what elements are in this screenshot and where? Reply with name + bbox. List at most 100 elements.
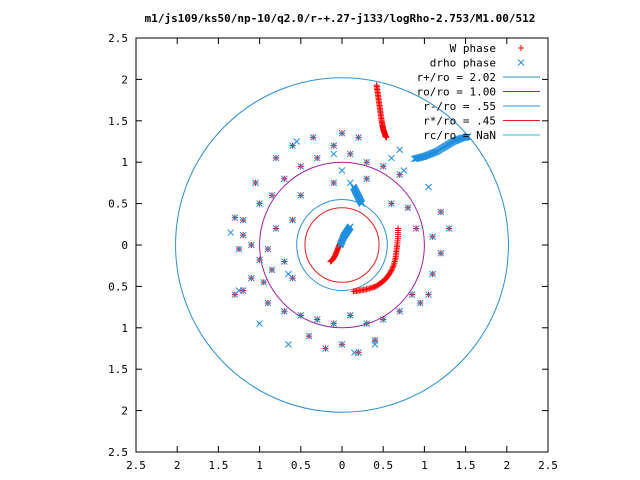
- data-point: [346, 179, 354, 187]
- data-point: [235, 245, 243, 253]
- data-point: [388, 200, 395, 207]
- data-point: [330, 179, 338, 187]
- data-point: [297, 191, 305, 199]
- data-point: [309, 134, 317, 141]
- data-point: [289, 274, 296, 282]
- data-point: [330, 142, 338, 149]
- y-tick-label: 0.5: [108, 198, 128, 211]
- x-tick-label: 2: [503, 459, 510, 472]
- data-point: [264, 245, 272, 253]
- y-tick-label: 2.5: [108, 32, 128, 45]
- axis-ticks: 2.5 2 1.5 1 0.5 0 0.5 1 1.5 2 2.52.521.510.500.511…: [108, 32, 558, 472]
- data-point: [416, 299, 424, 307]
- x-tick-label: 2.5: [538, 459, 558, 472]
- x-tick-label: 0.5: [291, 459, 311, 472]
- x-tick-label: 1.5: [208, 459, 228, 472]
- data-point: [408, 291, 416, 299]
- data-point: [346, 150, 354, 158]
- data-point: [389, 266, 396, 273]
- data-point: [338, 167, 346, 174]
- data-point: [248, 241, 255, 249]
- y-tick-label: 1: [121, 322, 128, 335]
- data-point: [379, 162, 387, 170]
- data-point: [358, 200, 366, 207]
- y-tick-label: 2.5: [108, 446, 128, 459]
- data-point: [383, 134, 390, 141]
- data-point: [268, 191, 276, 199]
- legend-label: W phase: [450, 42, 496, 55]
- data-point: [517, 59, 525, 66]
- x-tick-label: 0.5: [373, 459, 393, 472]
- data-point: [313, 154, 321, 162]
- data-point: [260, 278, 268, 286]
- data-point: [390, 261, 397, 268]
- data-point: [338, 129, 346, 137]
- data-point: [363, 158, 371, 166]
- data-point: [363, 320, 371, 328]
- data-point: [256, 320, 263, 328]
- data-point: [264, 299, 272, 307]
- legend-label: drho phase: [430, 57, 496, 70]
- data-point: [239, 287, 247, 294]
- data-point: [305, 332, 313, 340]
- data-point: [346, 312, 354, 319]
- data-point: [231, 291, 239, 299]
- data-point: [396, 171, 404, 178]
- data-point: [350, 288, 357, 295]
- data-point: [268, 266, 276, 274]
- y-tick-label: 1.5: [108, 363, 128, 376]
- y-tick-label: 2: [121, 73, 128, 86]
- y-tick-label: 1.5: [108, 115, 128, 128]
- data-point: [256, 200, 263, 207]
- data-point: [272, 154, 280, 162]
- y-tick-label: 2: [121, 405, 128, 418]
- data-point: [445, 225, 453, 232]
- reference-circle: [296, 198, 388, 292]
- legend-label: r*/ro = .45: [423, 115, 496, 128]
- data-point: [289, 142, 296, 149]
- y-tick-label: 1: [121, 156, 128, 169]
- x-tick-label: 1.5: [456, 459, 476, 472]
- data-point: [239, 231, 247, 239]
- data-point: [297, 312, 305, 319]
- series-w-phase: [231, 82, 453, 356]
- chart-title: m1/js109/ks50/np-10/q2.0/r-+.27-j133/log…: [145, 12, 536, 25]
- x-tick-label: 0: [339, 459, 346, 472]
- data-point: [371, 336, 379, 344]
- data-point: [412, 225, 420, 232]
- data-point: [355, 134, 362, 141]
- data-point: [330, 320, 338, 328]
- data-point: [404, 204, 412, 212]
- data-point: [396, 307, 404, 315]
- data-point: [389, 264, 396, 271]
- y-tick-label: 0: [121, 239, 128, 252]
- y-tick-label: 0.5: [108, 280, 128, 293]
- data-point: [297, 162, 305, 170]
- data-point: [437, 208, 445, 216]
- x-tick-label: 2.5: [126, 459, 146, 472]
- data-point: [425, 183, 432, 191]
- scatter-series: [227, 82, 472, 356]
- data-point: [322, 345, 329, 352]
- data-point: [346, 223, 354, 231]
- data-point: [280, 175, 288, 183]
- x-tick-label: 1: [256, 459, 263, 472]
- data-point: [379, 316, 387, 323]
- data-point: [518, 45, 524, 51]
- data-point: [437, 249, 445, 257]
- data-point: [355, 349, 362, 356]
- data-point: [425, 291, 432, 299]
- data-point: [239, 216, 247, 224]
- reference-circle: [304, 207, 380, 283]
- reference-circle: [259, 161, 425, 329]
- data-point: [388, 154, 395, 162]
- data-point: [313, 316, 321, 323]
- legend-label: rc/ro = NaN: [423, 129, 496, 142]
- x-tick-label: 1: [421, 459, 428, 472]
- data-point: [248, 274, 255, 282]
- legend-label: ro/ro = 1.00: [417, 86, 496, 99]
- data-point: [390, 263, 397, 270]
- data-point: [289, 216, 296, 224]
- data-point: [330, 150, 338, 158]
